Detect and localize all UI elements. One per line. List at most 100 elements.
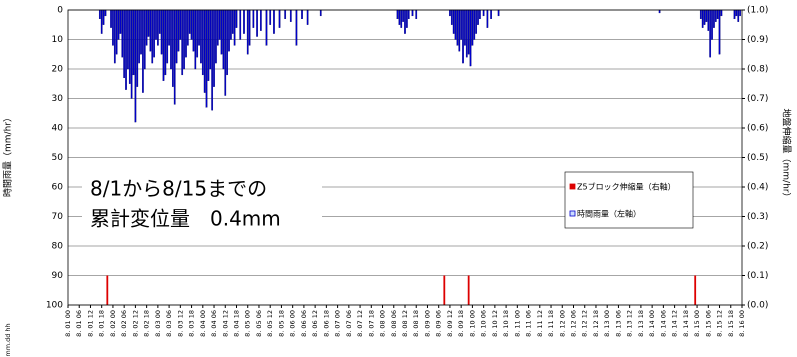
x-tick-label: 8. 09 06 — [435, 310, 443, 337]
rain-bar — [718, 9, 721, 55]
rain-bar — [289, 9, 292, 22]
rain-bar — [207, 9, 210, 81]
rain-bar — [460, 9, 463, 40]
rain-bar — [218, 9, 221, 40]
rain-bar — [259, 9, 262, 31]
x-tick-label: 8. 14 06 — [659, 310, 667, 337]
x-tick-label: 8. 14 18 — [682, 310, 690, 337]
x-tick-label: 8. 12 18 — [592, 310, 600, 337]
rain-bar — [720, 9, 723, 17]
rain-bar — [235, 9, 238, 28]
rain-bar — [486, 9, 489, 28]
rain-bar — [123, 9, 126, 78]
rain-bar — [396, 9, 399, 20]
rain-bar — [127, 9, 129, 70]
x-tick-label: 8. 09 00 — [423, 310, 431, 337]
rain-bar — [175, 9, 178, 64]
rain-bar — [711, 9, 713, 40]
y2-tick-label: (0.0) — [747, 301, 768, 311]
rain-bar — [157, 9, 159, 46]
x-tick-label: 8. 11 06 — [525, 310, 533, 337]
x-tick-label: 8. 06 18 — [322, 310, 330, 337]
rain-bar — [185, 9, 187, 58]
legend-label: Z5ブロック伸縮量（右軸） — [577, 182, 676, 192]
y-tick-label: 60 — [52, 183, 64, 193]
rain-bar — [119, 9, 122, 34]
rain-bar — [136, 9, 139, 87]
rain-bar — [301, 9, 303, 20]
rain-bar — [177, 9, 180, 52]
rain-bar — [192, 9, 195, 52]
y-tick-label: 20 — [52, 65, 64, 75]
x-tick-label: 8. 03 06 — [165, 310, 173, 337]
rain-bar — [198, 9, 200, 46]
rain-bar — [735, 9, 738, 17]
rain-bar — [226, 9, 228, 76]
rain-bar — [168, 9, 170, 46]
y-tick-label: 50 — [52, 153, 64, 163]
rain-bar — [112, 9, 114, 46]
rain-bar — [173, 9, 176, 105]
x-tick-label: 8. 08 12 — [401, 310, 409, 337]
rain-bar — [115, 9, 118, 55]
y2-tick-label: (0.1) — [747, 271, 768, 281]
rain-bar — [705, 9, 708, 22]
rain-bar — [149, 9, 152, 52]
x-tick-label: 8. 12 00 — [558, 310, 566, 337]
rain-bar — [224, 9, 227, 96]
rain-bar — [170, 9, 172, 70]
rain-bar — [497, 9, 500, 17]
rain-bar — [699, 9, 702, 20]
x-tick-label: 8. 04 18 — [233, 310, 241, 337]
x-tick-label: 8. 15 06 — [704, 310, 712, 337]
rain-bar — [140, 9, 142, 55]
legend-box — [564, 171, 694, 229]
x-tick-label: 8. 16 00 — [738, 310, 746, 337]
rain-bar — [248, 9, 251, 46]
rain-bar — [196, 9, 199, 58]
rain-bar — [239, 9, 242, 40]
rain-bar — [132, 9, 135, 76]
y-axis-title: 時間雨量（mm/hr） — [3, 113, 14, 197]
rain-bar — [125, 9, 127, 90]
rain-bar — [171, 9, 174, 87]
rain-bar — [475, 9, 477, 34]
x-tick-label: 8. 09 12 — [446, 310, 454, 337]
x-tick-label: 8. 01 06 — [75, 310, 83, 337]
rain-bar — [295, 9, 298, 46]
y2-tick-label: (1.0) — [747, 6, 768, 16]
rain-bar — [121, 9, 124, 58]
rain-bar — [415, 9, 418, 20]
rain-bar — [477, 9, 479, 25]
rain-bar — [142, 9, 144, 93]
y-tick-label: 90 — [52, 271, 64, 281]
rain-bar — [104, 9, 107, 17]
rain-bar — [473, 9, 476, 40]
annotation: 8/1から8/15までの — [90, 177, 267, 201]
plot-frame — [67, 9, 743, 306]
x-tick-label: 8. 05 12 — [266, 310, 274, 337]
x-tick-label: 8. 13 18 — [637, 310, 645, 337]
rain-bar — [209, 9, 212, 70]
rain-bar — [222, 9, 225, 70]
displacement-bar — [443, 275, 446, 305]
rain-bar — [205, 9, 208, 108]
rain-bar — [243, 9, 245, 34]
x-tick-label: 8. 01 00 — [64, 310, 72, 337]
rain-bar — [404, 9, 406, 34]
y-tick-label: 70 — [52, 212, 64, 222]
y2-tick-label: (0.8) — [747, 65, 768, 75]
y2-axis-title: 地盤伸縮量（mm/hr） — [781, 109, 793, 202]
rain-bar — [465, 9, 468, 58]
y-tick-label: 80 — [52, 242, 64, 252]
rain-bar — [701, 9, 704, 28]
rain-bar — [190, 9, 193, 40]
rain-bar — [179, 9, 182, 40]
rain-bar — [454, 9, 457, 40]
rain-bar — [228, 9, 230, 52]
rain-bar — [479, 9, 481, 20]
rain-bar — [117, 9, 120, 40]
rain-bar — [246, 9, 249, 55]
y-tick-label: 0 — [57, 6, 63, 16]
rain-bar — [213, 9, 215, 87]
